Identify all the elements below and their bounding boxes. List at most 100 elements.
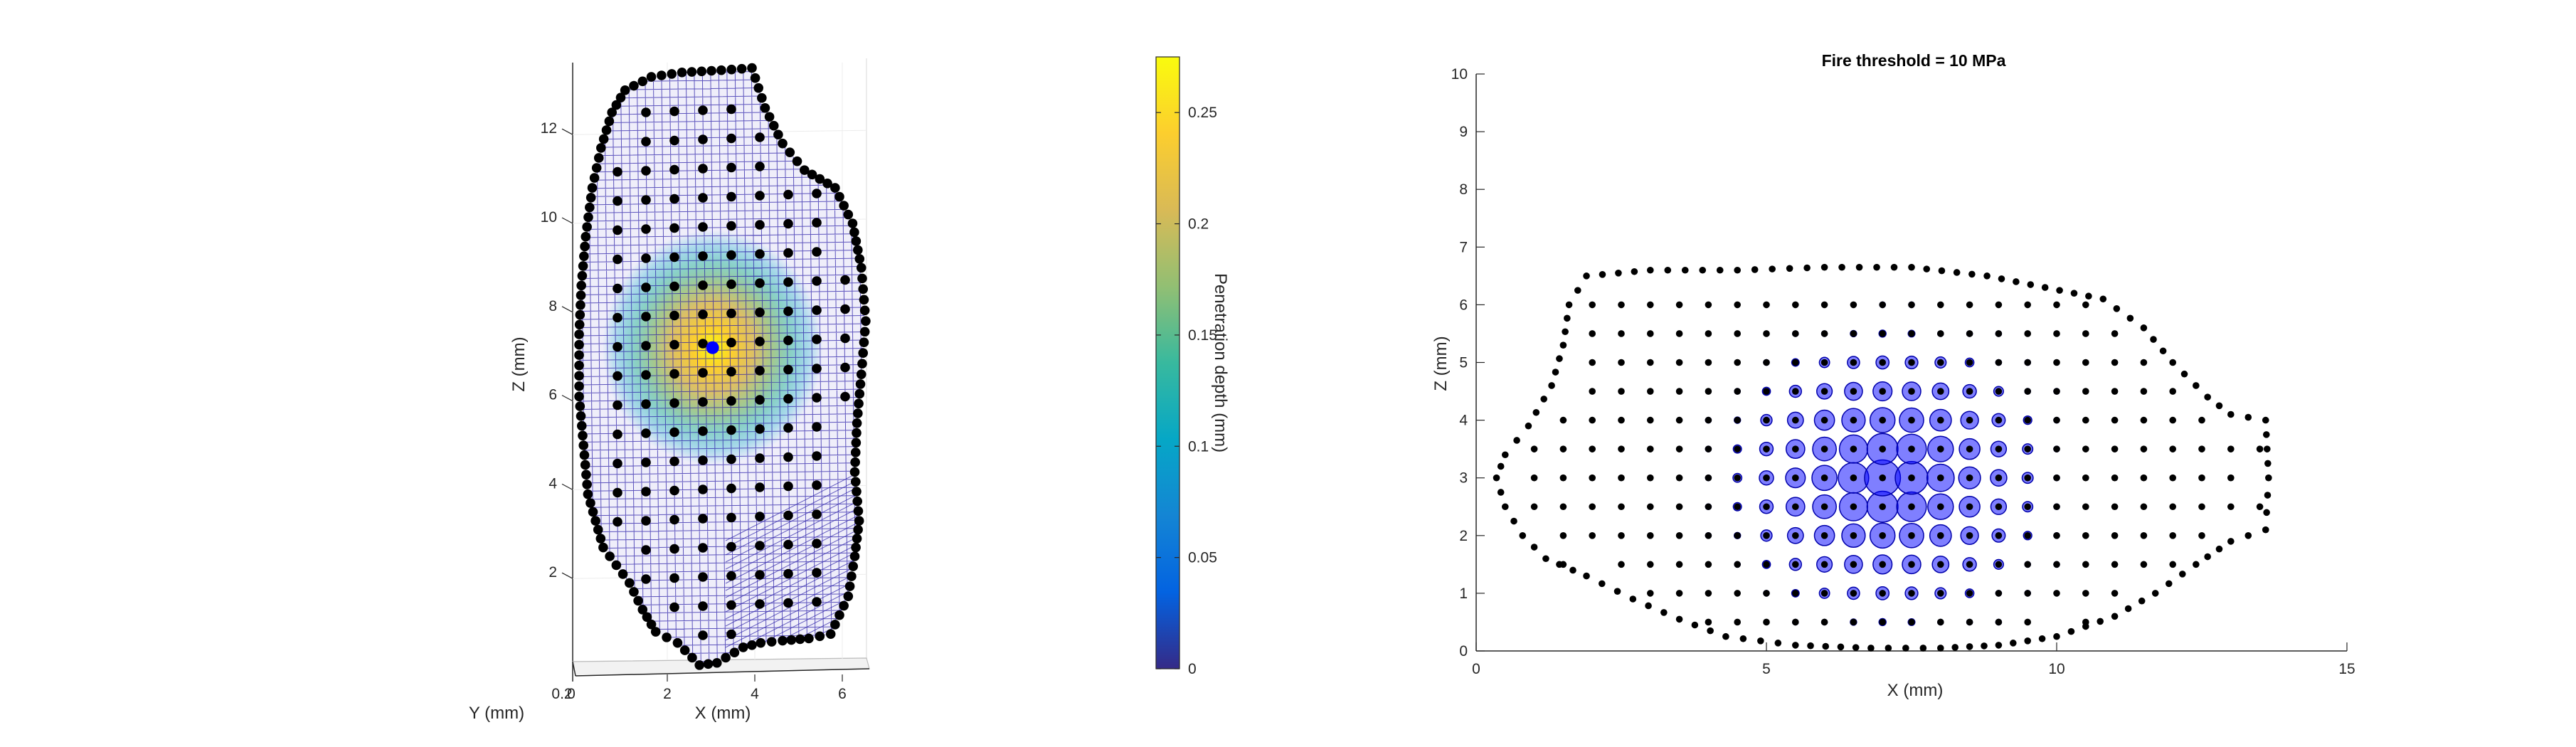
sensor-dot bbox=[1902, 645, 1909, 652]
sensor-dot bbox=[2198, 503, 2205, 511]
y-tick-label: 7 bbox=[1459, 239, 1468, 255]
interior-node bbox=[812, 509, 822, 519]
sensor-dot bbox=[2169, 359, 2176, 366]
interior-node bbox=[613, 371, 622, 381]
sensor-dot bbox=[1919, 645, 1927, 652]
sensor-dot bbox=[2180, 370, 2188, 378]
interior-node bbox=[755, 161, 765, 171]
interior-node bbox=[669, 514, 679, 525]
interior-node bbox=[669, 252, 679, 263]
sensor-dot bbox=[1995, 330, 2003, 337]
edge-node bbox=[834, 191, 844, 202]
sensor-dot bbox=[1937, 359, 1944, 366]
sensor-dot bbox=[1618, 359, 1625, 366]
sensor-dot bbox=[2262, 416, 2269, 424]
sensor-dot bbox=[1705, 445, 1712, 452]
edge-node bbox=[854, 398, 864, 409]
fired-sensor-circles bbox=[1705, 301, 2060, 627]
edge-node bbox=[583, 212, 593, 223]
sensor-dot bbox=[1675, 388, 1683, 395]
sensor-dot bbox=[2056, 287, 2063, 294]
edge-node bbox=[721, 652, 731, 663]
sensor-dot bbox=[1734, 503, 1741, 511]
interior-node bbox=[755, 366, 765, 376]
edge-node bbox=[830, 183, 840, 193]
sensor-dot bbox=[1837, 643, 1845, 651]
interior-node bbox=[669, 485, 679, 496]
sensor-dot bbox=[1908, 532, 1915, 539]
sensor-dot bbox=[1618, 474, 1625, 482]
edge-node bbox=[856, 263, 866, 273]
sensor-dot bbox=[1562, 328, 1569, 336]
interior-node bbox=[783, 510, 793, 521]
sensor-dot bbox=[2085, 292, 2092, 300]
edge-node bbox=[853, 245, 863, 255]
interior-node bbox=[726, 308, 736, 319]
edge-node bbox=[581, 231, 591, 242]
colorbar-tick-label: 0.2 bbox=[1188, 216, 1209, 233]
sensor-dot bbox=[1995, 561, 2003, 568]
sensor-dot bbox=[1618, 388, 1625, 395]
sensor-dot bbox=[2111, 532, 2119, 539]
z-tick-mark bbox=[561, 128, 573, 135]
edge-node bbox=[747, 63, 757, 73]
edge-node bbox=[736, 63, 747, 74]
edge-node bbox=[760, 102, 770, 113]
interior-node bbox=[755, 220, 765, 230]
sensor-dot bbox=[2262, 526, 2269, 534]
interior-node bbox=[755, 424, 765, 434]
sensor-dot bbox=[2138, 597, 2146, 605]
edge-node bbox=[778, 635, 788, 646]
interior-node bbox=[641, 107, 651, 117]
z-tick-mark bbox=[561, 572, 573, 579]
z-tick-mark bbox=[561, 395, 573, 402]
sensor-dot bbox=[1613, 588, 1621, 595]
y-tick-label: 9 bbox=[1459, 124, 1468, 140]
sensor-dot bbox=[1618, 561, 1625, 568]
sensor-dot bbox=[2198, 474, 2205, 482]
interior-node bbox=[669, 106, 679, 117]
y-tick-label: 5 bbox=[1459, 355, 1468, 371]
sensor-dot bbox=[1908, 590, 1915, 597]
sensor-dot bbox=[1497, 462, 1505, 470]
interior-node bbox=[641, 457, 651, 467]
sensor-dot bbox=[1734, 330, 1741, 337]
sensor-dot bbox=[1675, 615, 1683, 623]
sensor-dot bbox=[1574, 287, 1581, 294]
interior-node bbox=[641, 516, 651, 526]
interior-node bbox=[726, 483, 736, 494]
sensor-dot bbox=[1850, 590, 1857, 597]
sensor-dot bbox=[1879, 445, 1886, 452]
edge-node bbox=[706, 65, 716, 76]
sensor-dot bbox=[2024, 637, 2031, 645]
sensor-dot bbox=[2265, 474, 2272, 482]
sensor-dot bbox=[1937, 532, 1944, 539]
sensor-dot bbox=[2053, 388, 2060, 395]
edge-node bbox=[792, 156, 802, 166]
edge-node bbox=[851, 236, 862, 246]
edge-node bbox=[642, 612, 652, 622]
sensor-dot bbox=[1618, 445, 1625, 452]
sensor-dot bbox=[1966, 618, 1973, 626]
sensor-dot bbox=[1879, 561, 1886, 568]
sensor-dot bbox=[1850, 359, 1857, 366]
sensor-dot bbox=[2053, 561, 2060, 568]
sensor-dot bbox=[2024, 618, 2031, 626]
edge-node bbox=[580, 241, 590, 252]
y-tick-label: 2 bbox=[1459, 528, 1468, 544]
sensor-dot bbox=[1937, 474, 1944, 482]
sensor-dot bbox=[1938, 267, 1946, 275]
y-tick-label: 8 bbox=[1459, 181, 1468, 198]
interior-node bbox=[669, 310, 679, 321]
edge-node bbox=[582, 480, 592, 489]
sensor-dot bbox=[2111, 330, 2119, 337]
interior-node bbox=[783, 568, 793, 579]
x-tick-label: 2 bbox=[663, 686, 672, 702]
sensor-dot bbox=[1647, 266, 1654, 274]
sensor-dot bbox=[1589, 503, 1596, 511]
sensor-dot bbox=[2227, 538, 2235, 545]
interior-node bbox=[613, 516, 622, 527]
edge-node bbox=[855, 379, 866, 389]
sensor-dot bbox=[1705, 359, 1712, 366]
sensor-dot bbox=[1647, 330, 1654, 337]
